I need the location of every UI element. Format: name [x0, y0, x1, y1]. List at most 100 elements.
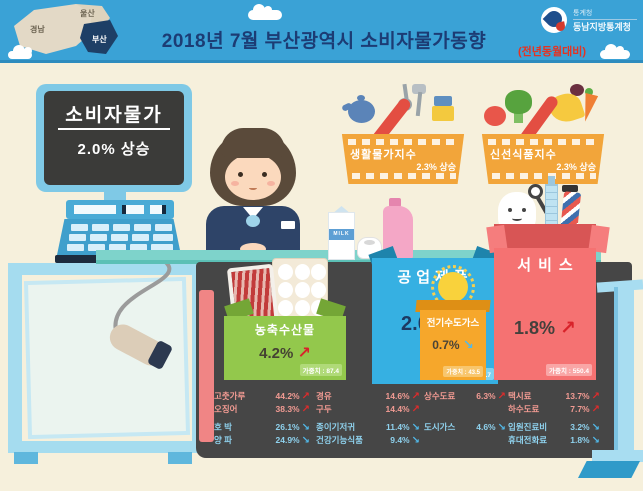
item-name: 고춧가루 — [214, 391, 246, 401]
register-display-slot — [74, 205, 116, 214]
item-change: 24.9% — [275, 435, 300, 445]
checkout-counter-frame — [8, 263, 206, 275]
cashier-blush — [267, 181, 275, 186]
down-arrow-icon — [592, 435, 600, 446]
item-change: 38.3% — [275, 404, 300, 414]
down-arrow-icon — [302, 435, 310, 446]
teapot-lid — [357, 95, 365, 101]
up-arrow-icon — [560, 318, 576, 339]
weight-tag: 가중치 : 43.5 — [443, 366, 483, 377]
broccoli-icon — [514, 112, 523, 123]
item-change: 1.8% — [570, 435, 590, 445]
category-box-services: 서비스 1.8% 가중치 : 550.4 — [494, 248, 596, 380]
up-arrow-icon — [302, 391, 310, 402]
weight-tag: 가중치 : 87.4 — [299, 364, 342, 376]
item-change: 44.2% — [275, 391, 300, 401]
item-name: 건강기능식품 — [316, 435, 363, 445]
item-row: 휴대전화료 1.8% — [508, 434, 600, 446]
up-arrow-icon — [592, 391, 600, 402]
item-row: 건강기능식품 9.4% — [316, 434, 420, 446]
busan-region-map: 울산 경남 부산 — [14, 4, 118, 54]
syringe-icon — [548, 176, 555, 185]
weight-tag: 가중치 : 550.4 — [546, 364, 592, 376]
cashier-eye — [238, 172, 243, 177]
category-change: 4.2% — [259, 345, 294, 362]
basket-pattern — [348, 139, 460, 145]
basket-pattern — [492, 173, 596, 179]
item-name: 택시료 — [508, 391, 532, 401]
up-arrow-icon — [498, 391, 506, 402]
box-opening — [494, 224, 596, 252]
fresh-food-index-label: 신선식품지수 — [490, 149, 557, 161]
down-arrow-icon — [592, 422, 600, 433]
basket-pattern — [488, 139, 600, 145]
category-box-utilities: 전기수도가스 0.7% 가중치 : 43.5 — [420, 310, 486, 380]
item-name: 상수도료 — [424, 391, 456, 401]
item-change: 7.7% — [570, 404, 590, 414]
tomato-icon — [484, 106, 506, 126]
tooth-face — [522, 208, 526, 212]
category-name: 농축수산물 — [254, 323, 316, 337]
item-name: 도시가스 — [424, 422, 456, 432]
item-row: 입원진료비 3.2% — [508, 421, 600, 433]
milk-carton-icon: MILK — [328, 212, 355, 260]
grapes-icon — [570, 84, 584, 96]
category-name: 서비스 — [517, 257, 580, 274]
item-name: 입원진료비 — [508, 422, 548, 432]
syringe-icon — [545, 184, 558, 230]
tooth-face — [508, 208, 512, 212]
milk-label: MILK — [329, 229, 354, 240]
cashier-blush — [231, 181, 239, 186]
item-row: 호 박 26.1% — [214, 421, 310, 433]
monitor-stand — [104, 192, 126, 201]
map-label-busan: 부산 — [92, 34, 107, 44]
item-change: 26.1% — [275, 422, 300, 432]
cloud-icon — [8, 45, 32, 59]
cloud-icon — [600, 44, 630, 59]
agency-parent-label: 통계청 — [573, 8, 637, 20]
teapot-icon — [348, 100, 375, 123]
shelf-side — [614, 287, 634, 459]
shelf-foot — [578, 461, 640, 478]
cashier-eye — [262, 172, 267, 177]
basis-note: (전년동월대비) — [518, 46, 587, 58]
shelf-foot — [592, 450, 643, 462]
fresh-food-index-change: 2.3% 상승 — [556, 162, 596, 172]
category-change: 0.7% — [432, 338, 460, 352]
basket-pattern — [352, 173, 456, 179]
category-box-agri: 농축수산물 4.2% 가중치 : 87.4 — [224, 316, 346, 380]
up-arrow-icon — [412, 404, 420, 415]
item-name: 종이기저귀 — [316, 422, 356, 432]
spatula-icon — [415, 91, 423, 117]
up-arrow-icon — [297, 345, 310, 362]
register-display-slot — [150, 205, 166, 214]
item-row: 종이기저귀 11.4% — [316, 421, 420, 433]
item-name: 휴대전화료 — [508, 435, 548, 445]
item-change: 14.4% — [385, 404, 410, 414]
cup-icon — [432, 106, 454, 121]
item-row: 하수도료 7.7% — [508, 403, 600, 415]
item-change: 4.6% — [476, 422, 496, 432]
up-arrow-icon — [302, 404, 310, 415]
category-name: 전기수도가스 — [426, 318, 480, 329]
counter-foot — [14, 452, 38, 464]
item-change: 3.2% — [570, 422, 590, 432]
item-change: 11.4% — [385, 422, 410, 432]
cpi-monitor-screen — [44, 91, 184, 185]
living-price-index-label: 생활물가지수 — [350, 149, 417, 161]
broccoli-icon — [505, 90, 532, 114]
living-price-index-change: 2.3% 상승 — [416, 162, 456, 172]
cash-register-display — [66, 200, 174, 219]
down-arrow-icon — [302, 422, 310, 433]
cashier-bangs — [221, 128, 285, 158]
item-row: 고춧가루 44.2% — [214, 390, 310, 402]
item-change: 14.6% — [385, 391, 410, 401]
down-arrow-icon — [412, 422, 420, 433]
cup-icon — [434, 96, 452, 106]
up-arrow-icon — [592, 404, 600, 415]
cashier-face — [225, 154, 281, 200]
category-change: 1.8% — [514, 318, 556, 338]
divider — [58, 128, 170, 130]
item-name: 경유 — [316, 391, 332, 401]
